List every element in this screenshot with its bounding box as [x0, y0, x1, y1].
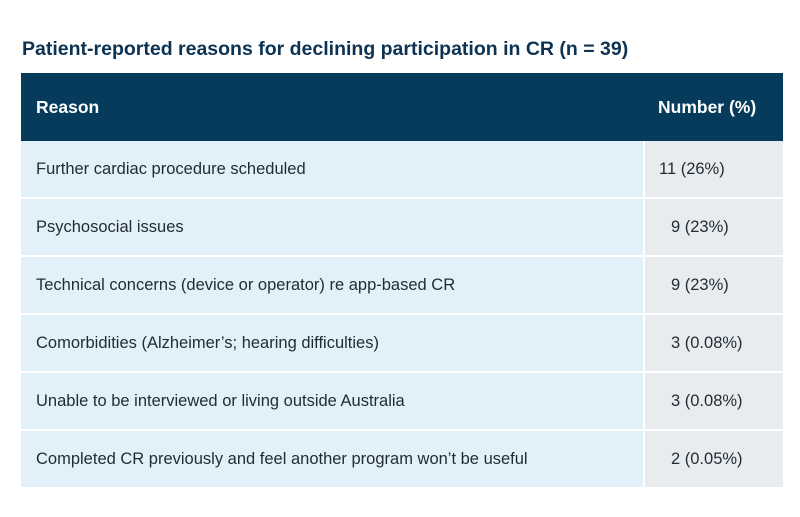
- table-row: Completed CR previously and feel another…: [21, 430, 783, 489]
- reasons-table: Reason Number (%) Further cardiac proced…: [21, 73, 783, 489]
- table-title: Patient-reported reasons for declining p…: [22, 38, 629, 60]
- number-cell: 3 (0.08%): [644, 314, 783, 373]
- number-cell: 9 (23%): [644, 198, 783, 257]
- reason-cell: Further cardiac procedure scheduled: [21, 141, 645, 199]
- table-row: Technical concerns (device or operator) …: [21, 256, 783, 315]
- table-header-row: Reason Number (%): [21, 73, 783, 141]
- table-row: Further cardiac procedure scheduled 11 (…: [21, 141, 783, 199]
- number-cell: 3 (0.08%): [644, 372, 783, 431]
- reason-cell: Psychosocial issues: [21, 198, 645, 257]
- reason-cell: Completed CR previously and feel another…: [21, 430, 645, 489]
- reason-cell: Technical concerns (device or operator) …: [21, 256, 645, 315]
- reason-cell: Unable to be interviewed or living outsi…: [21, 372, 645, 431]
- table-row: Comorbidities (Alzheimer’s; hearing diff…: [21, 314, 783, 373]
- number-cell: 2 (0.05%): [644, 430, 783, 489]
- reason-cell: Comorbidities (Alzheimer’s; hearing diff…: [21, 314, 645, 373]
- column-header-reason: Reason: [21, 73, 644, 141]
- number-cell: 11 (26%): [644, 141, 783, 199]
- table-row: Unable to be interviewed or living outsi…: [21, 372, 783, 431]
- table-row: Psychosocial issues 9 (23%): [21, 198, 783, 257]
- number-cell: 9 (23%): [644, 256, 783, 315]
- column-header-number: Number (%): [644, 73, 783, 141]
